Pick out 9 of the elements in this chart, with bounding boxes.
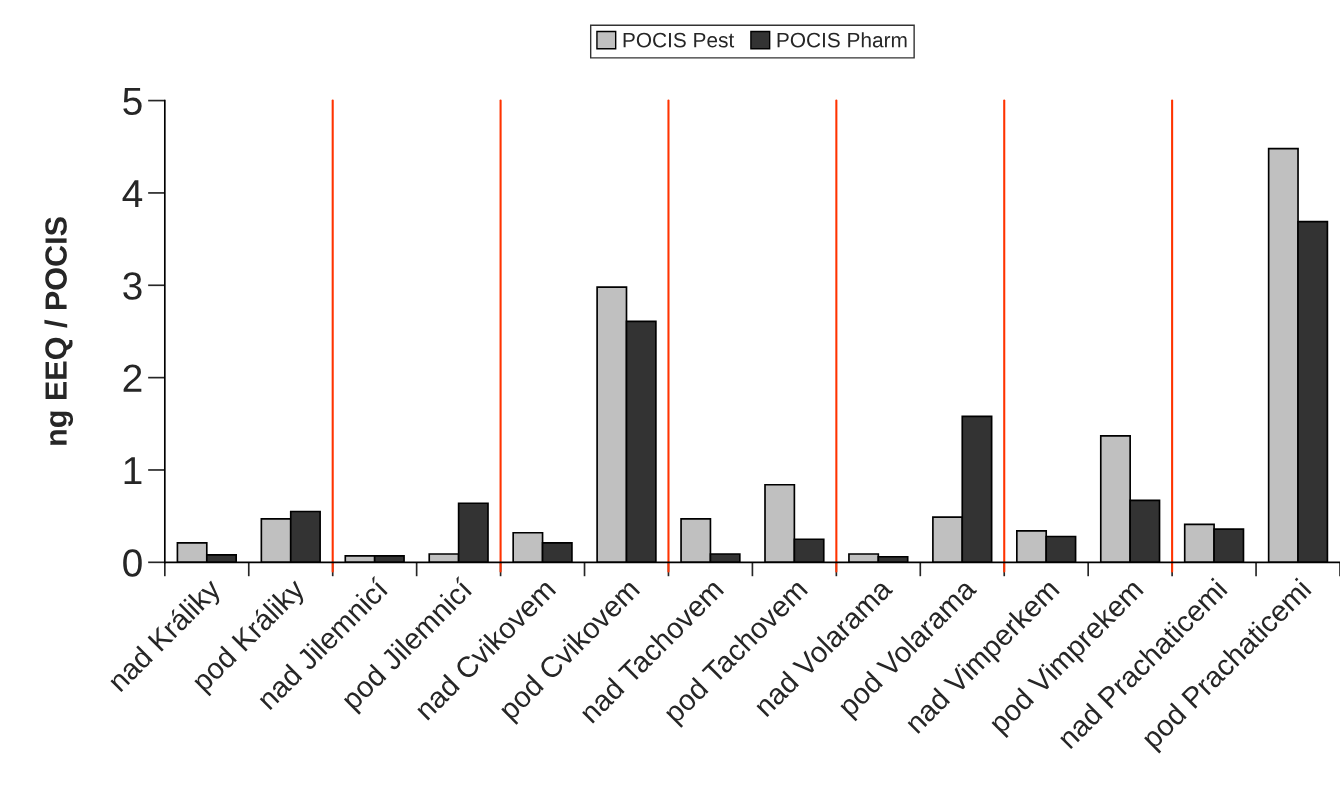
- y-tick-label: 0: [123, 549, 142, 577]
- y-tick-label: 2: [123, 364, 142, 392]
- y-axis-title: ng EEQ / POCIS: [44, 217, 74, 445]
- y-tick-label: 3: [123, 272, 142, 300]
- y-tick-label: 1: [124, 457, 142, 485]
- legend-label: POCIS Pharm: [777, 32, 907, 48]
- legend-label: POCIS Pest: [623, 32, 735, 48]
- y-tick-label: 5: [123, 87, 142, 116]
- y-tick-label: 4: [122, 180, 143, 208]
